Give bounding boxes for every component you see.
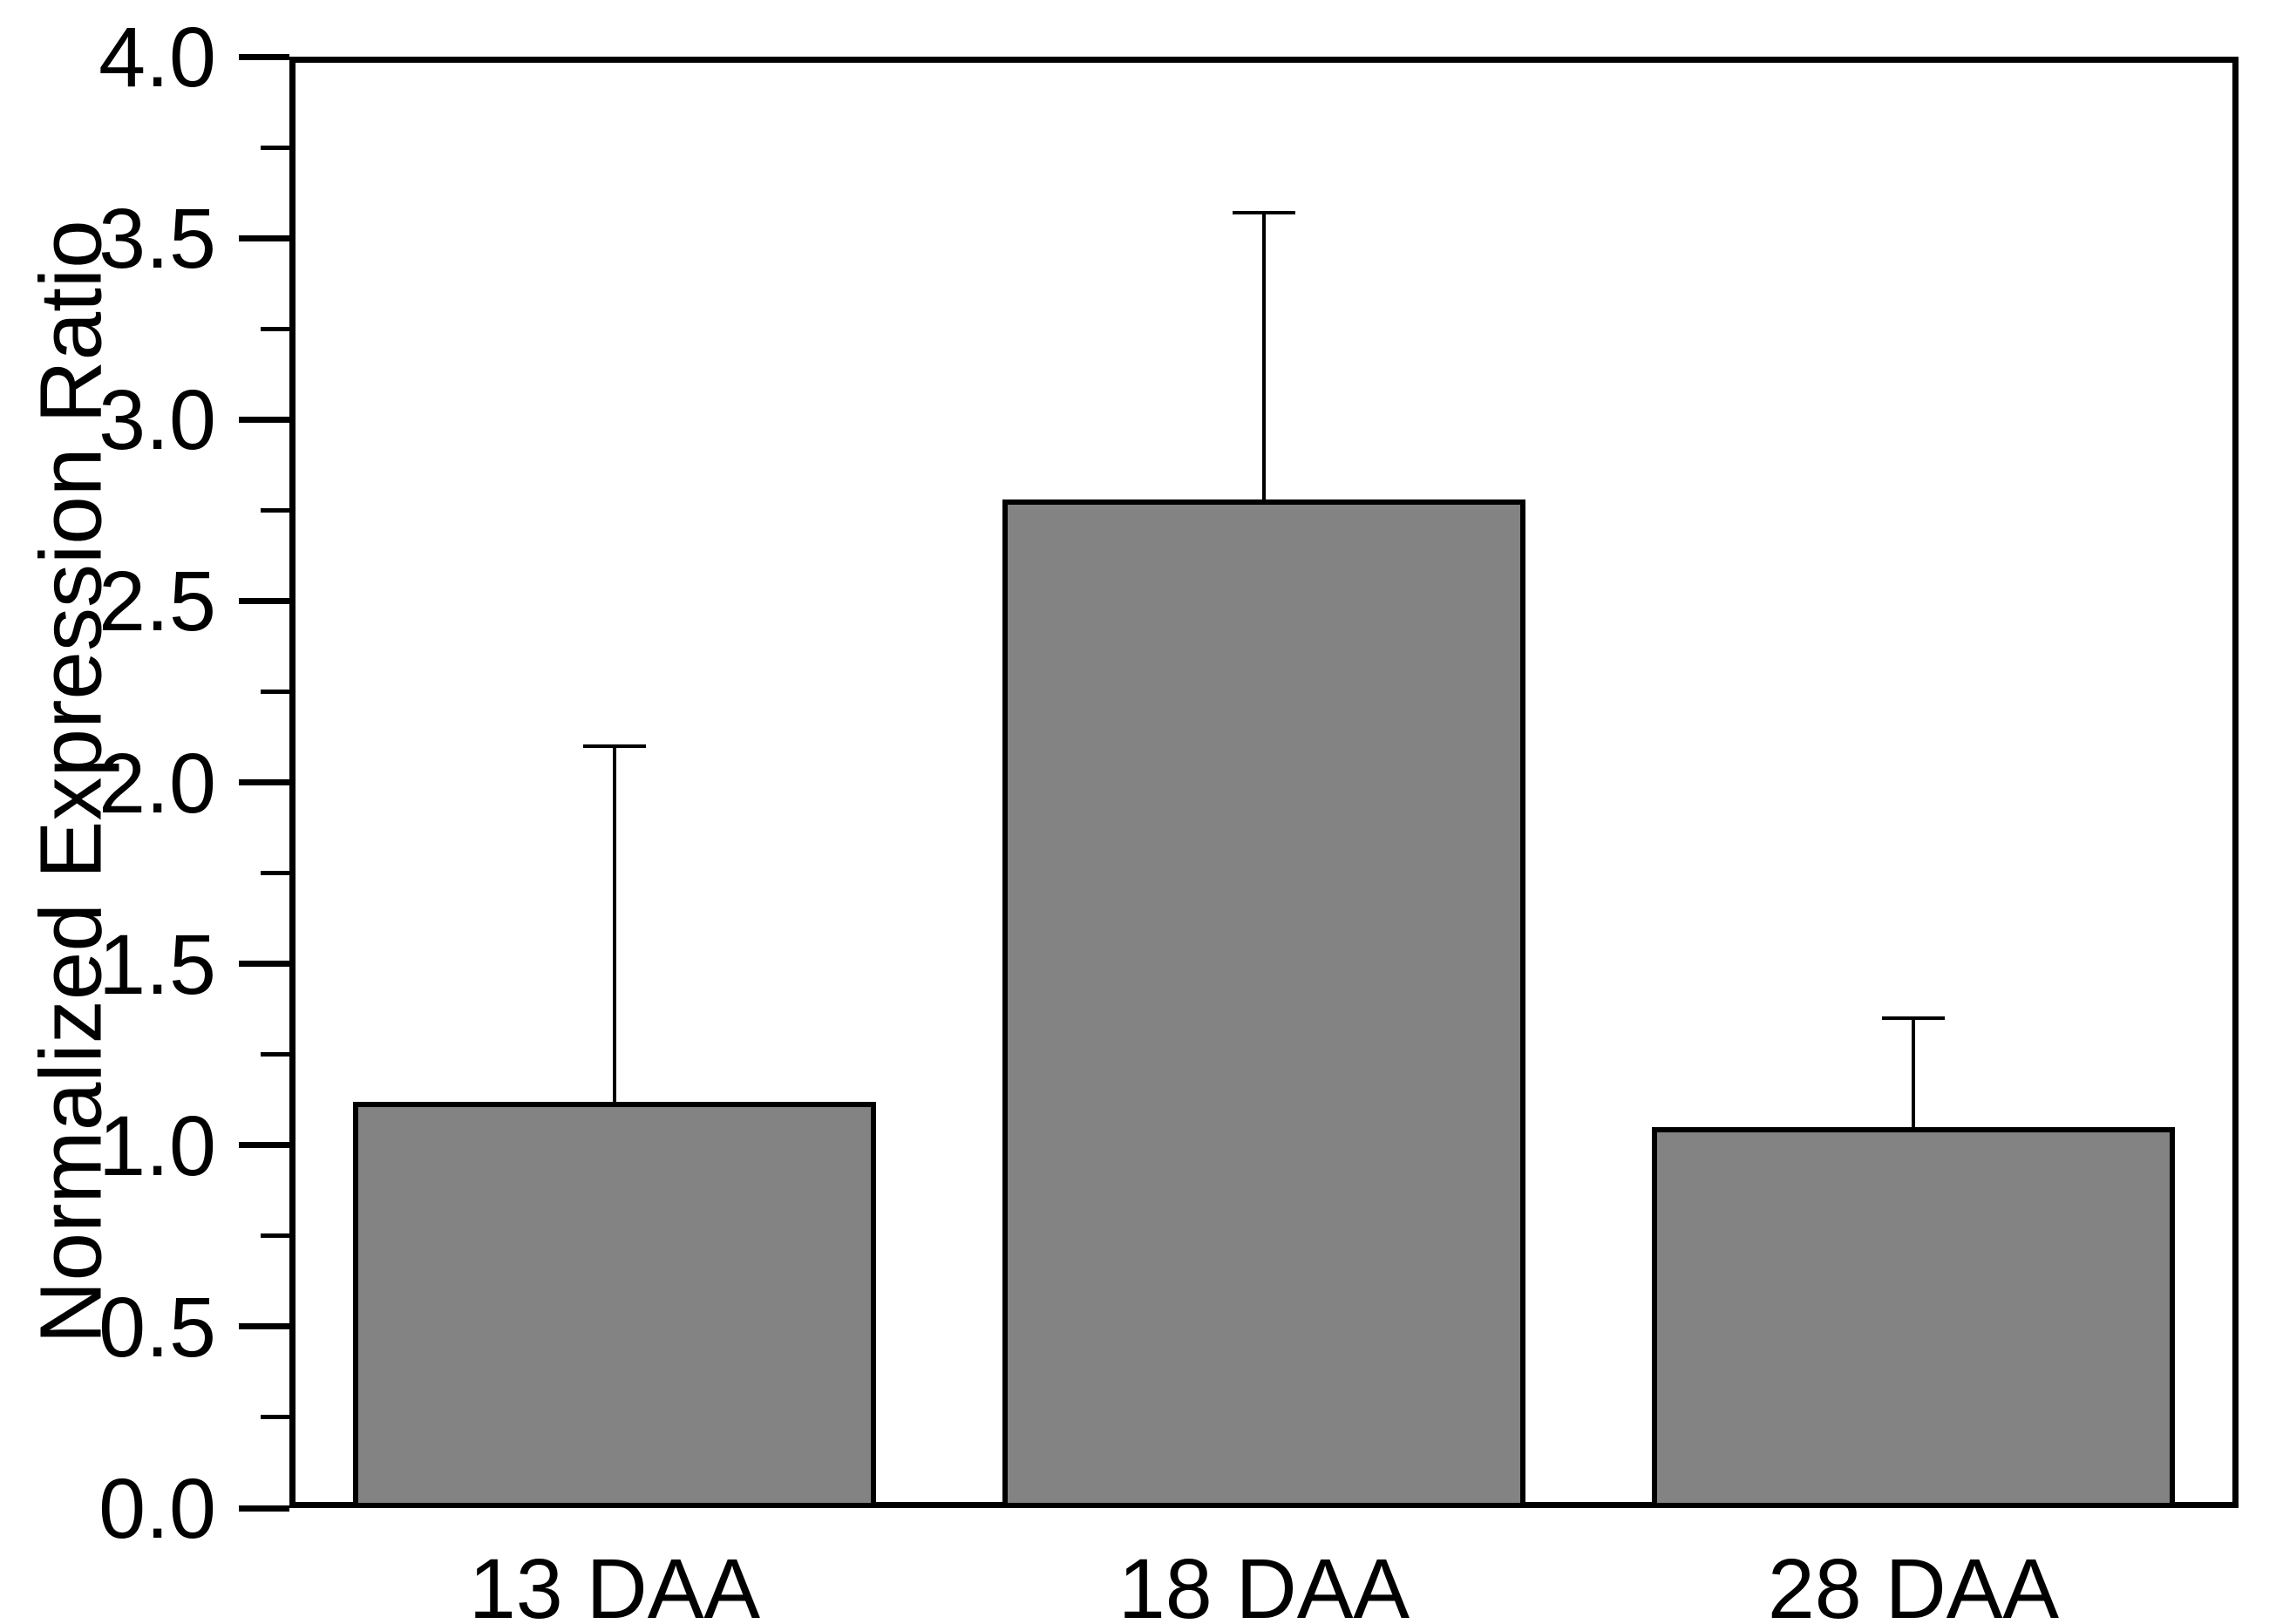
x-category-label: 18 DAA <box>1118 1541 1410 1624</box>
y-tick-label: 3.5 <box>99 191 216 287</box>
y-minor-tick <box>261 689 289 694</box>
y-minor-tick <box>261 145 289 150</box>
y-tick-label: 2.0 <box>99 735 216 831</box>
bar <box>353 1102 876 1508</box>
error-bar-cap <box>583 744 646 748</box>
x-category-label: 13 DAA <box>468 1541 761 1624</box>
y-tick-label: 0.5 <box>99 1279 216 1375</box>
y-major-tick <box>239 1142 289 1149</box>
error-bar-line <box>1262 213 1266 499</box>
y-tick-label: 3.0 <box>99 372 216 468</box>
y-major-tick <box>239 416 289 423</box>
y-major-tick <box>239 961 289 968</box>
error-bar-cap <box>1882 1016 1945 1020</box>
error-bar-cap <box>1233 211 1295 214</box>
y-minor-tick <box>261 326 289 331</box>
y-major-tick <box>239 779 289 785</box>
y-major-tick <box>239 597 289 604</box>
y-tick-label: 4.0 <box>99 10 216 105</box>
y-major-tick <box>239 1323 289 1330</box>
y-major-tick <box>239 234 289 241</box>
x-category-label: 28 DAA <box>1767 1541 2060 1624</box>
error-bar-line <box>613 746 616 1102</box>
y-major-tick <box>239 53 289 60</box>
y-minor-tick <box>261 1052 289 1057</box>
error-bar-line <box>1912 1018 1915 1127</box>
y-tick-label: 2.5 <box>99 554 216 649</box>
bar <box>1652 1127 2175 1508</box>
bar <box>1002 499 1525 1508</box>
y-minor-tick <box>261 871 289 876</box>
y-minor-tick <box>261 1415 289 1420</box>
y-minor-tick <box>261 1233 289 1239</box>
y-tick-label: 1.0 <box>99 1097 216 1193</box>
y-minor-tick <box>261 507 289 513</box>
y-major-tick <box>239 1505 289 1512</box>
y-tick-label: 0.0 <box>99 1461 216 1556</box>
y-tick-label: 1.5 <box>99 916 216 1012</box>
